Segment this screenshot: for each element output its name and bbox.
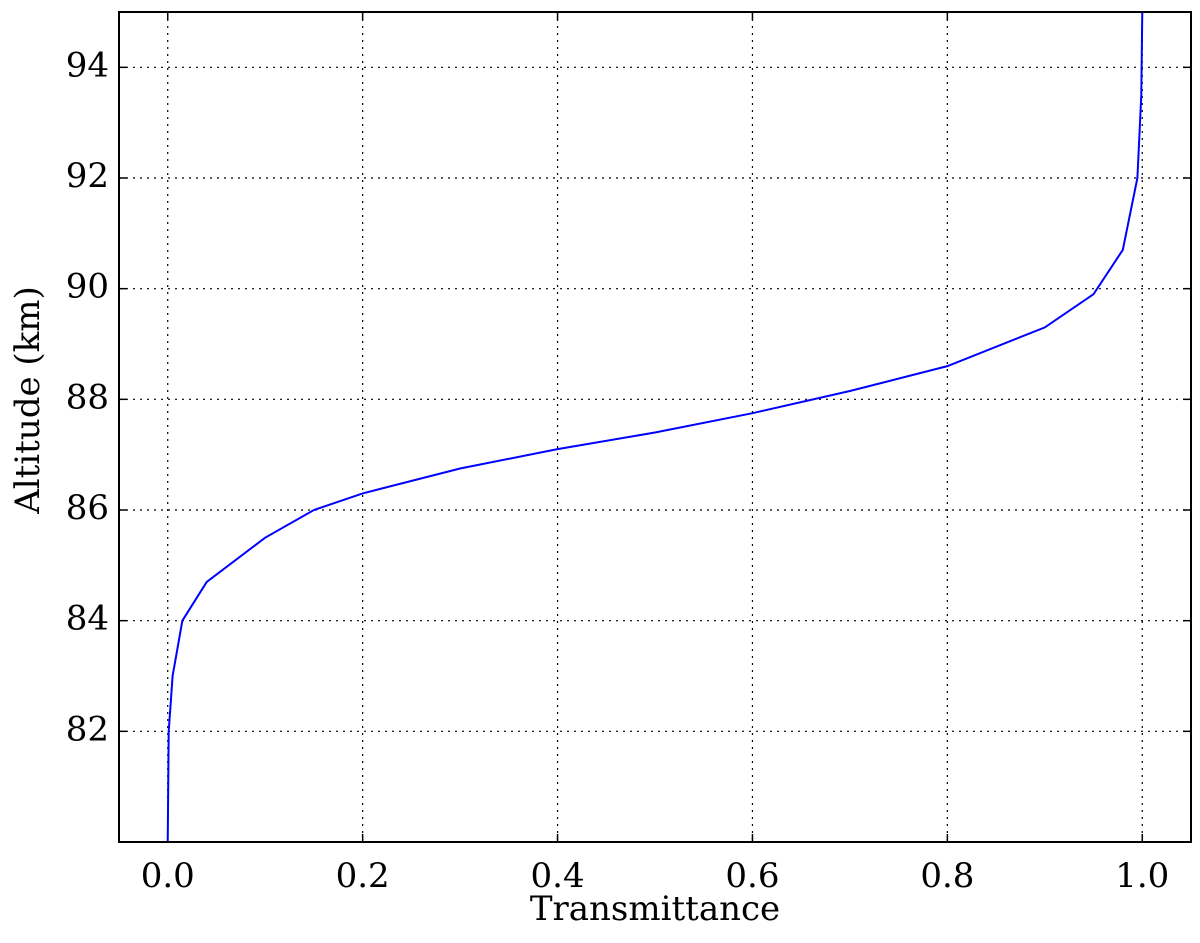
data-line — [166, 11, 1144, 843]
x-axis-label: Transmittance — [530, 889, 780, 929]
x-tick-label: 1.0 — [1115, 856, 1169, 896]
y-tick-label: 86 — [66, 488, 109, 528]
y-tick-label: 90 — [66, 267, 109, 307]
x-tick-label: 0.0 — [141, 856, 195, 896]
y-tick-label: 88 — [66, 377, 109, 417]
y-axis-label: Altitude (km) — [8, 286, 48, 515]
x-tick-label: 0.2 — [336, 856, 390, 896]
y-tick-label: 84 — [66, 599, 109, 639]
x-tick-label: 0.4 — [531, 856, 585, 896]
y-tick-label: 92 — [66, 156, 109, 196]
plot-frame — [118, 11, 1192, 843]
y-tick-label: 94 — [66, 45, 109, 85]
y-tick-label: 82 — [66, 709, 109, 749]
x-tick-label: 0.6 — [725, 856, 779, 896]
x-tick-label: 0.8 — [920, 856, 974, 896]
